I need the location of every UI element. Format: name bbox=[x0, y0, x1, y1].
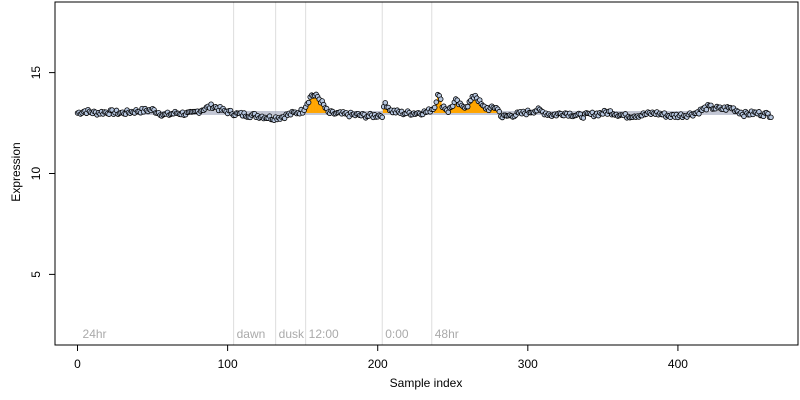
data-point bbox=[703, 106, 710, 113]
data-point bbox=[768, 114, 774, 121]
data-point bbox=[438, 96, 444, 102]
y-axis: 5 10 15 bbox=[29, 66, 56, 278]
divider-label: 12:00 bbox=[309, 327, 339, 341]
divider-label: dusk bbox=[279, 327, 305, 341]
x-tick-label: 400 bbox=[668, 357, 688, 371]
start-label: 24hr bbox=[83, 327, 107, 341]
data-point bbox=[496, 108, 502, 115]
data-point bbox=[465, 103, 471, 110]
data-point bbox=[305, 99, 312, 106]
x-tick-label: 100 bbox=[218, 357, 238, 371]
y-tick-label: 10 bbox=[29, 167, 43, 181]
y-tick-label: 5 bbox=[29, 271, 43, 278]
divider-label-group: dawn dusk 12:00 0:00 48hr 24hr bbox=[83, 327, 459, 341]
x-tick-label: 0 bbox=[74, 357, 81, 371]
divider-label: 0:00 bbox=[385, 327, 409, 341]
data-point bbox=[379, 114, 385, 121]
x-axis: 0 100 200 300 400 bbox=[74, 344, 688, 371]
divider-label: dawn bbox=[237, 327, 266, 341]
divider-label: 48hr bbox=[435, 327, 459, 341]
data-point bbox=[382, 100, 388, 106]
divider-group bbox=[233, 2, 433, 345]
x-tick-label: 200 bbox=[368, 357, 388, 371]
x-axis-label: Sample index bbox=[390, 376, 463, 390]
data-point bbox=[432, 104, 438, 111]
y-axis-label: Expression bbox=[9, 142, 23, 201]
data-point bbox=[433, 99, 439, 105]
data-point bbox=[445, 109, 451, 115]
data-point bbox=[741, 113, 747, 120]
x-tick-label: 300 bbox=[518, 357, 538, 371]
data-points bbox=[74, 91, 774, 123]
y-tick-label: 15 bbox=[29, 66, 43, 80]
